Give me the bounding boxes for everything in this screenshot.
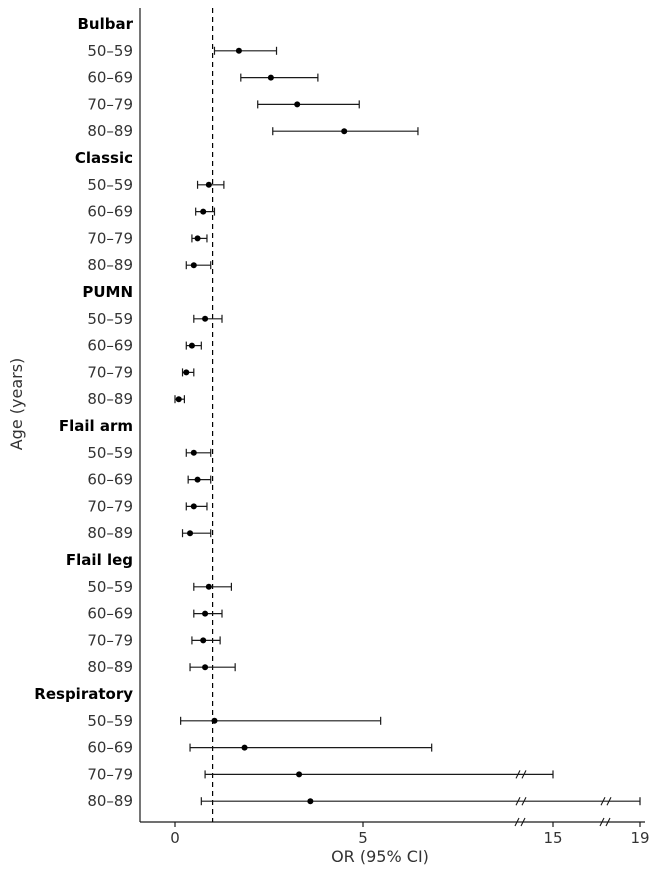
or-point: [267, 74, 274, 81]
or-point: [205, 583, 212, 590]
or-point: [211, 717, 218, 724]
row-label: 50–59: [87, 712, 133, 730]
row-label: 50–59: [87, 310, 133, 328]
or-point: [202, 315, 209, 322]
or-point: [241, 744, 248, 751]
or-point: [294, 101, 301, 108]
row-label: 70–79: [87, 95, 133, 113]
row-label: 80–89: [87, 256, 133, 274]
or-point: [187, 530, 194, 537]
or-point: [183, 369, 190, 376]
or-point: [307, 798, 314, 805]
group-label: Flail leg: [66, 551, 133, 569]
ci-break-mark: [515, 770, 527, 779]
or-point: [205, 181, 212, 188]
row-label: 70–79: [87, 765, 133, 783]
plot-body: 0 5 15 19 Bulbar 50–59 60–69 70–79 80–89 Classic 5…: [34, 8, 650, 847]
or-point: [194, 235, 201, 242]
row-label: 60–69: [87, 605, 133, 623]
row-label: 60–69: [87, 203, 133, 221]
row-label: 50–59: [87, 578, 133, 596]
row-label: 80–89: [87, 524, 133, 542]
row-label: 70–79: [87, 497, 133, 515]
row-label: 60–69: [87, 739, 133, 757]
x-axis-title: OR (95% CI): [331, 847, 429, 866]
row-label: 60–69: [87, 69, 133, 87]
or-point: [175, 396, 182, 403]
or-point: [200, 637, 207, 644]
or-point: [190, 503, 197, 510]
or-point: [190, 449, 197, 456]
ci-break-mark: [600, 796, 612, 806]
or-point: [202, 664, 209, 671]
row-label: 70–79: [87, 631, 133, 649]
group-label: Classic: [75, 149, 133, 167]
or-point: [194, 476, 201, 483]
row-label: 60–69: [87, 471, 133, 489]
or-point: [235, 47, 242, 54]
group-label: Bulbar: [77, 15, 133, 33]
row-label: 80–89: [87, 792, 133, 810]
x-tick-label: 0: [170, 829, 180, 847]
or-point: [200, 208, 207, 215]
x-tick-label: 19: [630, 829, 649, 847]
row-label: 60–69: [87, 337, 133, 355]
x-tick-label: 15: [543, 829, 562, 847]
y-axis-title: Age (years): [7, 358, 26, 451]
row-label: 50–59: [87, 444, 133, 462]
row-label: 80–89: [87, 122, 133, 140]
or-point: [202, 610, 209, 617]
or-point: [296, 771, 303, 778]
row-label: 70–79: [87, 363, 133, 381]
row-label: 80–89: [87, 658, 133, 676]
row-label: 80–89: [87, 390, 133, 408]
or-point: [341, 128, 348, 135]
ci-break-mark: [515, 796, 527, 806]
row-label: 50–59: [87, 176, 133, 194]
or-point: [190, 262, 197, 269]
or-point: [188, 342, 195, 349]
group-label: Flail arm: [59, 417, 133, 435]
group-label: PUMN: [82, 283, 133, 301]
axis-break-mark: [599, 817, 611, 827]
group-label: Respiratory: [34, 685, 133, 703]
x-tick-label: 5: [358, 829, 368, 847]
axis-break-mark: [514, 817, 526, 827]
row-label: 50–59: [87, 42, 133, 60]
row-label: 70–79: [87, 229, 133, 247]
